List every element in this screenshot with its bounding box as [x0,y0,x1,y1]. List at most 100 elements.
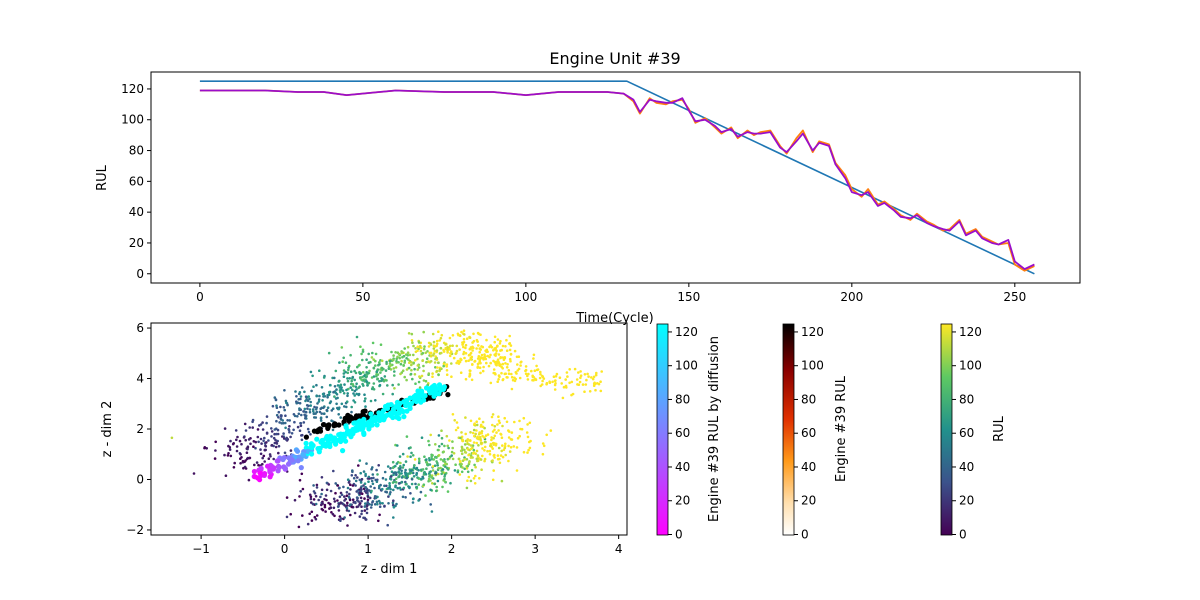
latent-point [354,501,357,505]
latent-point [403,375,407,379]
latent-point [497,374,501,377]
latent-point [455,351,458,355]
latent-point [311,502,315,506]
diffusion-point [416,396,422,402]
latent-point [464,451,468,454]
latent-point [350,379,354,383]
line-series-2 [199,89,1035,272]
latent-point [500,479,504,483]
latent-point [491,413,495,416]
latent-point [392,499,395,503]
latent-point [477,355,481,358]
latent-point [495,363,498,367]
latent-point [203,446,206,450]
latent-point [253,463,256,467]
latent-point [504,362,507,365]
latent-point [315,410,319,414]
engine-rul-point [333,422,339,428]
y-tick-label: 120 [121,82,144,96]
latent-point [284,421,287,425]
diffusion-point [353,426,359,432]
diffusion-point [282,465,288,472]
diffusion-point [378,413,384,420]
latent-point [494,372,497,376]
latent-point [365,462,368,465]
latent-point [368,496,372,500]
latent-point [353,394,357,397]
diffusion-point [372,414,378,420]
diffusion-point [390,414,396,421]
latent-point [495,349,498,353]
latent-point [336,384,340,387]
latent-point [214,440,217,444]
latent-point [496,423,499,426]
latent-point [371,466,374,469]
latent-point [325,409,329,412]
latent-point [531,374,534,378]
latent-scatter-chart: −1 0 1 2 3 4 −2 0 2 4 6 z - dim 1 z - dim 2 [100,321,628,577]
latent-point [372,476,375,480]
latent-point [318,394,321,398]
latent-point [401,369,405,373]
latent-point [394,366,398,369]
latent-point [234,429,238,432]
latent-point [488,452,492,456]
latent-point [465,458,469,461]
latent-point [390,475,393,478]
latent-point [315,514,319,517]
latent-point [320,492,323,496]
latent-point [538,376,542,380]
latent-point [339,416,343,419]
latent-point [261,462,264,466]
latent-point [342,392,346,395]
latent-point [323,505,327,509]
latent-point [376,502,379,506]
latent-point [354,371,358,375]
latent-point [334,369,338,373]
latent-point [510,372,513,376]
latent-point [337,379,341,383]
diffusion-point [305,448,311,454]
latent-point [351,484,355,487]
latent-point [265,421,268,425]
latent-point [527,448,530,452]
latent-point [322,376,326,379]
latent-point [343,504,346,507]
colorbar-diffusion-label: Engine #39 RUL by diffusion [707,336,722,522]
latent-point [462,345,465,349]
latent-point [345,388,348,392]
latent-point [389,491,392,494]
latent-point [490,345,494,349]
latent-point [367,352,371,356]
latent-point [465,467,469,470]
latent-point [466,442,469,446]
latent-point [492,469,496,472]
engine-rul-point [349,415,355,421]
diffusion-point [421,397,427,403]
latent-point [361,350,365,353]
latent-point [349,386,353,389]
latent-point [552,375,556,379]
latent-point [359,481,363,484]
latent-point [539,373,542,376]
latent-point [375,370,379,374]
latent-point [385,360,388,364]
latent-point [354,479,358,483]
latent-point [592,375,596,379]
latent-point [512,445,516,448]
latent-point [434,366,437,369]
latent-point [356,505,360,508]
latent-point [320,386,324,389]
latent-point [494,442,498,446]
latent-point [428,475,431,478]
diffusion-point [285,461,292,467]
latent-point [366,500,370,504]
latent-point [389,487,392,491]
latent-point [448,344,452,348]
latent-point [259,437,263,441]
latent-point [581,383,585,386]
latent-point [535,364,538,368]
latent-point [412,475,416,478]
latent-point [472,441,476,444]
latent-point [409,446,412,449]
